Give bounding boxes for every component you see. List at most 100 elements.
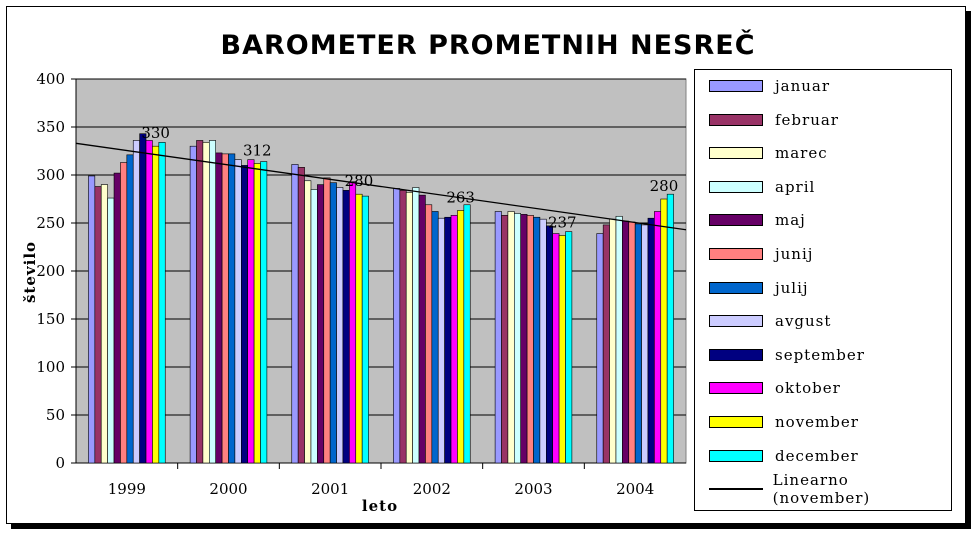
bar-maj-1999	[113, 172, 121, 464]
bar-april-2001	[310, 189, 318, 464]
bar-maj-2003	[520, 214, 528, 464]
bar-marec-1999	[100, 184, 108, 464]
legend-item: maj	[709, 210, 806, 230]
data-label: 312	[243, 141, 272, 159]
bar-julij-2000	[228, 153, 236, 464]
bar-december-2000	[260, 161, 268, 464]
legend-label: november	[775, 413, 859, 431]
bar-julij-2003	[533, 216, 541, 464]
legend-label: marec	[775, 144, 828, 163]
bar-avgust-2000	[234, 159, 242, 464]
bar-avgust-2002	[437, 217, 445, 464]
bar-september-2004	[647, 217, 655, 464]
x-tick-label: 2000	[209, 480, 247, 498]
bar-januar-2000	[189, 145, 197, 464]
bar-marec-2003	[507, 211, 515, 464]
bar-december-2004	[666, 193, 674, 464]
bar-oktober-2003	[552, 233, 560, 464]
x-tick-label: 1999	[108, 480, 146, 498]
bar-februar-1999	[94, 186, 102, 464]
bar-junij-2002	[425, 204, 433, 464]
legend-label: junij	[775, 245, 814, 263]
x-tick-label: 2002	[413, 480, 451, 498]
chart-labels: 0 50 100 150 200 250 300 350 400 1999 2000 2001 2002…	[36, 70, 678, 498]
legend-swatch	[709, 382, 763, 395]
bar-avgust-2004	[641, 224, 649, 464]
bar-junij-2004	[628, 221, 636, 464]
legend-label: julij	[775, 278, 809, 297]
y-tick-label: 50	[46, 406, 65, 424]
legend-item: junij	[709, 244, 813, 264]
bar-september-2001	[342, 190, 350, 464]
bar-november-2002	[457, 210, 465, 464]
bar-november-1999	[152, 145, 160, 464]
legend-label: avgust	[775, 312, 832, 331]
data-label: 263	[446, 189, 475, 207]
bar-december-2001	[361, 195, 369, 464]
bar-december-2002	[463, 204, 471, 464]
bar-september-1999	[139, 133, 147, 464]
bar-januar-2004	[596, 233, 604, 464]
bar-marec-2000	[202, 142, 210, 464]
legend-item: marec	[709, 143, 828, 163]
y-axis-label: število	[21, 241, 39, 303]
bar-november-2000	[253, 163, 261, 464]
bar-julij-2001	[329, 182, 337, 464]
bar-november-2001	[355, 193, 363, 464]
bar-marec-2004	[609, 218, 617, 464]
legend-item: julij	[709, 278, 809, 298]
legend-label: februar	[775, 110, 839, 129]
legend-item-trendline: Linearno (november)	[709, 471, 951, 507]
bar-junij-1999	[120, 162, 128, 464]
bar-januar-2003	[494, 211, 502, 464]
legend-label: januar	[775, 77, 831, 95]
y-tick-label: 250	[36, 214, 65, 232]
bar-oktober-1999	[145, 140, 153, 464]
bar-januar-2001	[291, 164, 299, 464]
bar-marec-2002	[405, 191, 413, 464]
bar-oktober-2002	[450, 215, 458, 464]
chart-marks	[75, 133, 687, 464]
legend-item: oktober	[709, 378, 841, 398]
bar-oktober-2000	[247, 159, 255, 464]
bar-september-2002	[444, 216, 452, 464]
bar-julij-2002	[431, 211, 439, 464]
bar-februar-2001	[297, 167, 305, 464]
legend: januar februar marec april maj junij julij avgu…	[694, 69, 952, 511]
bar-junij-2000	[221, 153, 229, 464]
bar-oktober-2001	[349, 181, 357, 464]
bar-januar-2002	[393, 188, 401, 464]
y-tick-label: 400	[36, 70, 65, 88]
legend-swatch	[709, 348, 763, 361]
bar-december-2003	[565, 231, 573, 464]
bar-maj-2004	[622, 220, 630, 464]
legend-item: avgust	[709, 311, 831, 331]
legend-item: februar	[709, 110, 839, 130]
bar-december-1999	[158, 142, 166, 464]
legend-label: maj	[775, 211, 806, 230]
legend-item: januar	[709, 76, 830, 96]
bar-marec-2001	[304, 180, 312, 464]
bar-april-2002	[412, 187, 420, 464]
legend-item: december	[709, 446, 859, 466]
plot-area	[71, 78, 687, 469]
bar-februar-2004	[602, 224, 610, 464]
y-tick-label: 150	[36, 310, 65, 328]
y-tick-label: 0	[55, 454, 65, 472]
legend-item: september	[709, 345, 865, 365]
bar-februar-2002	[399, 190, 407, 464]
bar-april-2004	[615, 215, 623, 464]
y-tick-label: 200	[36, 262, 65, 280]
bar-oktober-2004	[654, 211, 662, 464]
legend-label: april	[775, 177, 816, 196]
legend-swatch	[709, 281, 763, 294]
bar-september-2003	[545, 225, 553, 464]
legend-swatch	[709, 113, 763, 126]
legend-swatch	[709, 248, 763, 260]
bar-november-2003	[558, 235, 566, 464]
bar-november-2004	[660, 198, 668, 464]
y-tick-label: 300	[36, 166, 65, 184]
data-label: 280	[345, 172, 374, 190]
bar-september-2000	[241, 165, 249, 464]
